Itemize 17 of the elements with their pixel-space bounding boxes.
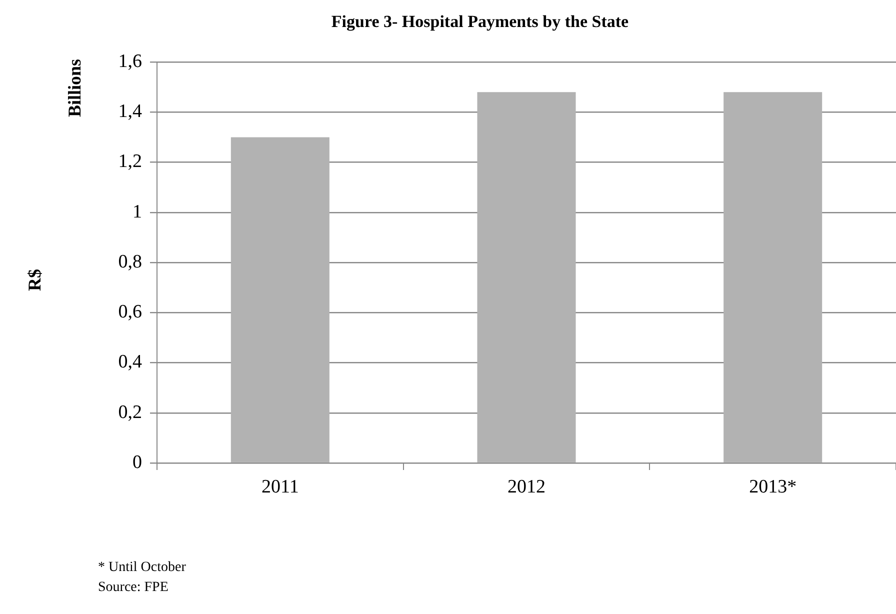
y-tick-label: 1,2: [118, 151, 142, 172]
x-tick-label: 2011: [262, 476, 299, 498]
y-tick-label: 0,6: [118, 302, 142, 323]
y-tick-label: 0,4: [118, 352, 142, 373]
source-note: Source: FPE: [98, 580, 168, 596]
text: Billions: [64, 58, 86, 118]
chart-title: Figure 3- Hospital Payments by the State: [330, 12, 630, 32]
text: * Until October: [98, 560, 186, 576]
x-tick-label: 2013*: [749, 476, 797, 498]
y-tick-label: 0: [132, 452, 142, 473]
y-tick-label: 0,8: [118, 251, 142, 272]
y-tick-label: 1,6: [118, 50, 142, 72]
x-tick-label: 2012: [508, 476, 546, 498]
y-axis-title: R$: [24, 269, 46, 291]
y-tick-label: 1: [132, 201, 142, 222]
y-tick-label: 0,2: [118, 402, 142, 423]
y-tick-label: 1,4: [118, 101, 142, 122]
